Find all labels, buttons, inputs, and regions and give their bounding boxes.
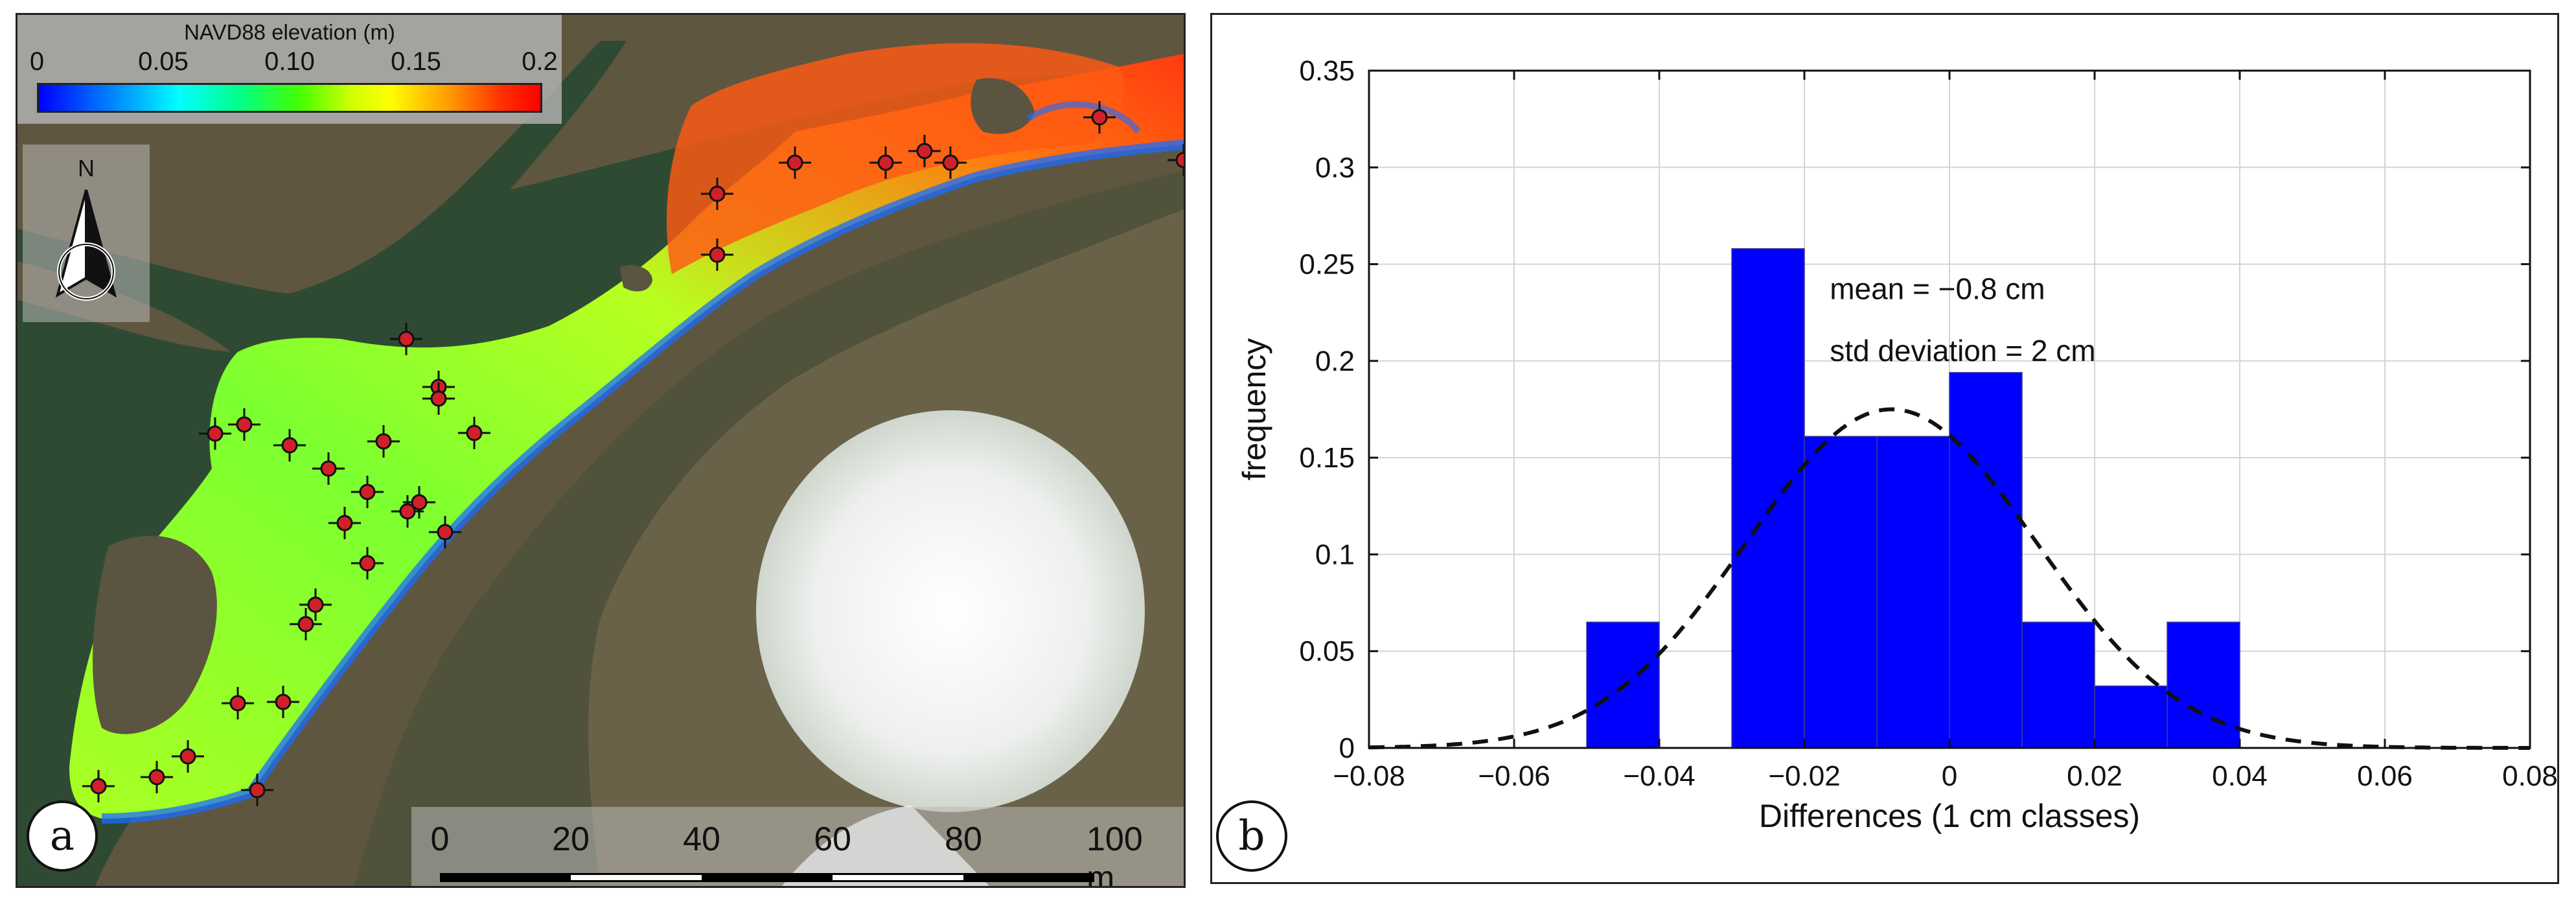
histogram-bar [1876,436,1950,749]
gcp-marker [222,687,254,719]
gcp-marker [351,476,384,508]
x-tick-label: −0.02 [1768,760,1840,792]
histogram-bar [1949,372,2023,749]
sand-flat [756,410,1145,812]
y-tick-label: 0 [1339,732,1355,764]
gcp-marker [228,408,260,441]
scale-segment [702,873,833,882]
gcp-marker [458,417,490,449]
x-tick-label: 0.02 [2067,760,2122,792]
legend-title: NAVD88 elevation (m) [184,20,395,44]
scale-segment [440,873,571,882]
legend-tick: 0.2 [522,47,558,76]
y-tick-label: 0.2 [1315,345,1355,377]
gcp-marker [869,146,902,179]
histogram-bar [1731,248,1805,749]
legend-tick: 0.05 [138,47,189,76]
normal-fit [1368,407,2530,750]
gcp-marker [1083,101,1116,134]
panel-label-a: a [27,800,98,872]
gcp-marker [328,507,361,539]
x-tick-label: −0.08 [1333,760,1405,792]
gcp-marker [934,146,967,179]
legend-tick: 0.10 [264,47,315,76]
gcp-marker [290,608,322,640]
panel-label-b: b [1216,800,1287,872]
histogram-bars [1586,248,2240,749]
scale-segment [833,873,963,882]
y-tick-label: 0.15 [1299,442,1355,474]
north-label: N [78,155,95,181]
histogram-panel: −0.08 −0.06 −0.04 −0.02 0 0.02 0.04 0.06 0.08 0 0.… [1210,13,2559,884]
y-tick-label: 0.3 [1315,152,1355,183]
aerial-map [17,15,1184,886]
y-tick-label: 0.35 [1299,55,1355,87]
gcp-marker [82,770,115,802]
north-arrow: N [23,145,150,322]
histogram-bar [2167,622,2240,749]
gcp-marker [312,452,345,485]
gcp-marker [299,588,332,621]
mean-annotation: mean = −0.8 cm [1830,272,2045,305]
gcp-marker [199,417,231,450]
inland-marsh-patch [93,535,217,734]
y-tick-label: 0.05 [1299,636,1355,668]
gcp-marker [390,323,422,355]
gcp-marker [172,740,204,773]
gcp-markers [82,101,1184,806]
gcp-marker [779,146,811,179]
x-tick-label: 0.08 [2502,760,2557,792]
scale-label: 100 m [1087,821,1143,888]
y-tick-label: 0.1 [1315,539,1355,570]
gcp-marker [273,429,306,461]
gcp-marker [351,547,384,579]
elevation-map-panel: NAVD88 elevation (m) 0 0.05 0.10 0.15 0.… [16,13,1186,888]
legend-colorbar [37,83,542,113]
scale-label: 0 [430,821,450,858]
axis-ticks: −0.08 −0.06 −0.04 −0.02 0 0.02 0.04 0.06 0.08 0 0.… [1299,55,2557,792]
histogram-chart: −0.08 −0.06 −0.04 −0.02 0 0.02 0.04 0.06 0.08 0 0.… [1236,55,2557,834]
gcp-marker [267,686,299,718]
x-axis-label: Differences (1 cm classes) [1759,798,2140,834]
scale-label: 20 [552,821,590,858]
scale-label: 40 [683,821,720,858]
histogram-bar [2021,622,2095,749]
gcp-marker [367,425,400,458]
gcp-marker [422,382,455,415]
legend-tick: 0.15 [391,47,441,76]
scale-label: 60 [814,821,851,858]
scale-bar: 0 20 40 60 80 100 m [411,807,1184,886]
x-tick-label: 0 [1942,760,1957,792]
scale-segment [571,873,702,882]
normal-fit-curve [1368,407,2530,750]
elevation-legend: NAVD88 elevation (m) 0 0.05 0.10 0.15 0.… [17,15,562,124]
gcp-marker [908,135,941,167]
compass-icon [55,189,117,301]
gcp-marker [429,516,461,548]
marsh-island-elevation [69,54,1184,819]
x-tick-label: 0.04 [2212,760,2268,792]
legend-tick: 0 [29,47,45,76]
y-tick-label: 0.25 [1299,249,1355,281]
scale-segment [963,873,1094,882]
gcp-marker [391,495,424,528]
histogram-bar [1804,436,1878,749]
x-tick-label: −0.06 [1478,760,1550,792]
x-tick-label: −0.04 [1623,760,1695,792]
gcp-marker [1167,144,1184,176]
gcp-marker [141,761,173,793]
std-annotation: std deviation = 2 cm [1830,334,2095,367]
scale-label: 80 [945,821,982,858]
gcp-marker [241,774,273,806]
gcp-marker [701,239,733,271]
gcp-marker [701,178,733,210]
x-tick-label: 0.06 [2357,760,2413,792]
histogram-bar [2094,685,2168,749]
y-axis-label: frequency [1236,338,1272,481]
